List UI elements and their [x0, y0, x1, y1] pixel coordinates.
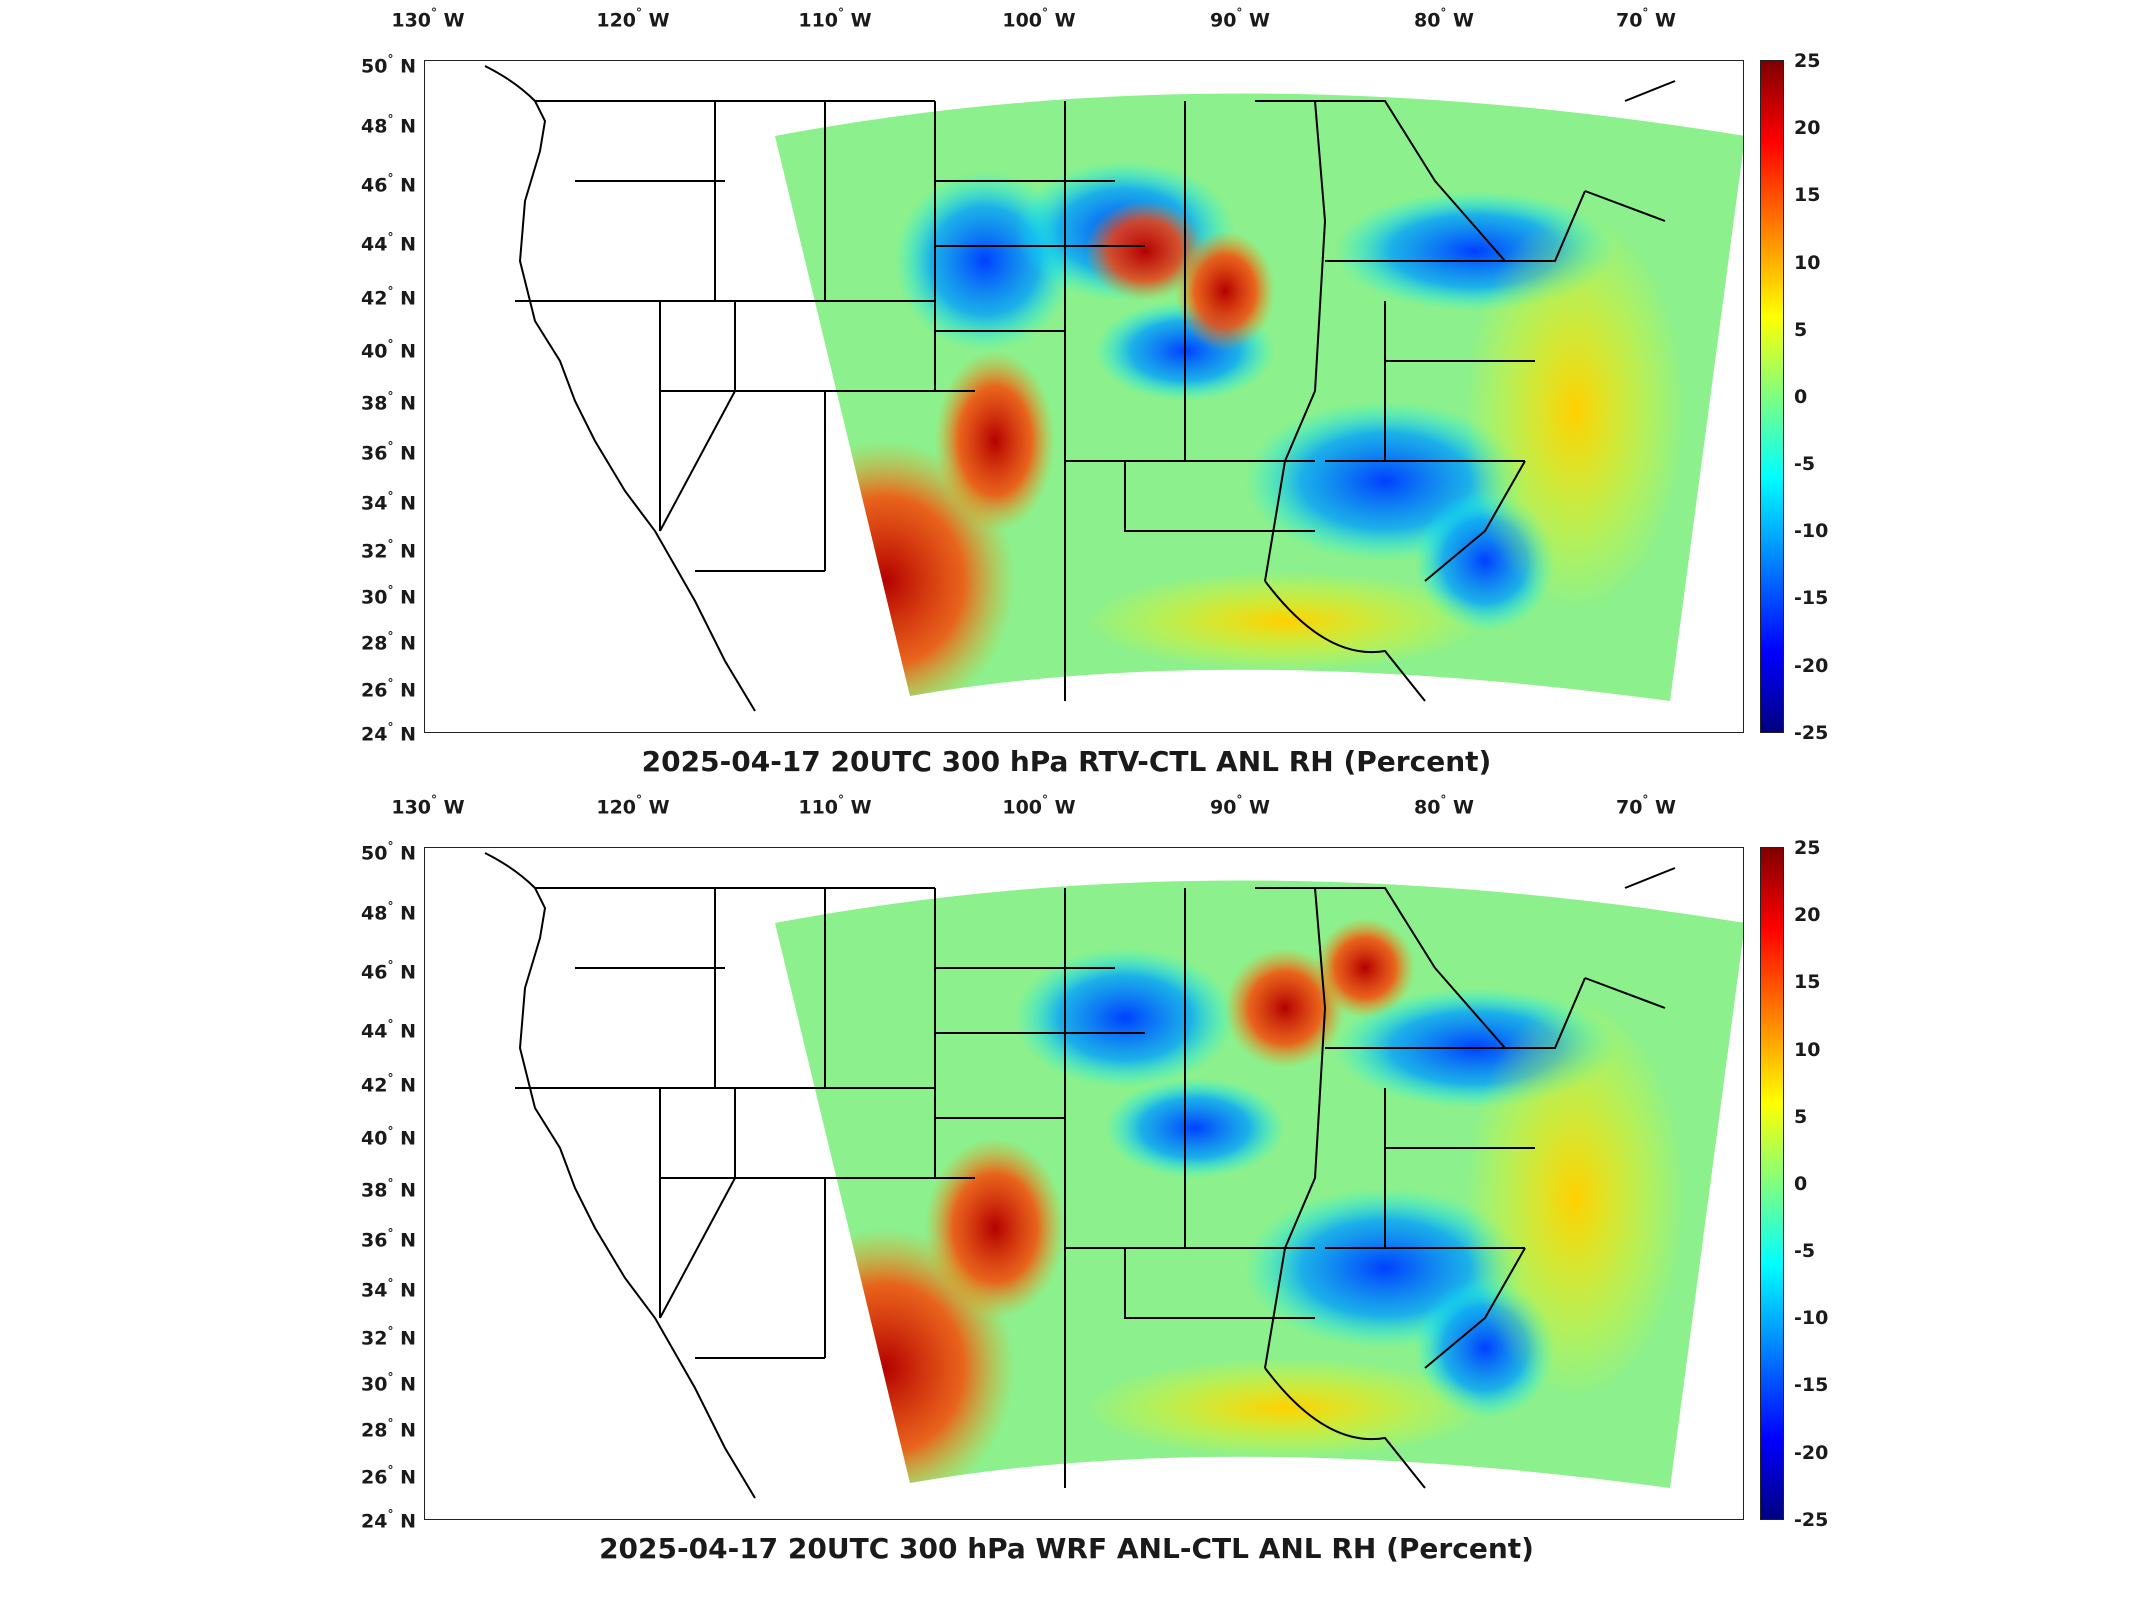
map-title: 2025-04-17 20UTC 300 hPa RTV-CTL ANL RH … [641, 745, 1492, 778]
state-borders [484, 852, 1676, 1499]
lon-label-90w: 90° W [1209, 6, 1271, 32]
cb-tick-neg15: -15 [1794, 587, 1829, 609]
lat-label-42n: 42° N [361, 284, 416, 310]
cb-tick-neg5: -5 [1794, 453, 1816, 475]
rh-difference-map [484, 65, 1743, 712]
lon-label-110w: 110° W [798, 6, 872, 32]
cb-tick-0: 0 [1794, 386, 1808, 408]
lat-label-30n: 30° N [361, 1370, 416, 1396]
cb-tick-neg25: -25 [1794, 1509, 1829, 1531]
lat-label-28n: 28° N [361, 1416, 416, 1442]
cb-tick-25: 25 [1794, 50, 1821, 72]
lat-label-48n: 48° N [361, 112, 416, 138]
lat-label-50n: 50° N [361, 52, 416, 78]
cb-tick-25: 25 [1794, 837, 1821, 859]
lon-label-100w: 100° W [1002, 6, 1076, 32]
lon-label-110w: 110° W [798, 793, 872, 819]
cb-tick-20: 20 [1794, 117, 1821, 139]
cb-tick-15: 15 [1794, 184, 1821, 206]
map-area [424, 60, 1744, 733]
lat-label-38n: 38° N [361, 1176, 416, 1202]
cb-tick-15: 15 [1794, 971, 1821, 993]
lon-label-70w: 70° W [1615, 793, 1677, 819]
lat-label-40n: 40° N [361, 337, 416, 363]
lat-label-30n: 30° N [361, 583, 416, 609]
lat-label-32n: 32° N [361, 1324, 416, 1350]
lon-label-120w: 120° W [596, 793, 670, 819]
lon-label-100w: 100° W [1002, 793, 1076, 819]
cb-tick-20: 20 [1794, 904, 1821, 926]
cb-tick-neg25: -25 [1794, 722, 1829, 744]
lon-label-120w: 120° W [596, 6, 670, 32]
lat-label-32n: 32° N [361, 537, 416, 563]
cb-tick-neg20: -20 [1794, 1442, 1829, 1464]
lat-label-24n: 24° N [361, 1507, 416, 1533]
lat-label-26n: 26° N [361, 676, 416, 702]
lat-label-42n: 42° N [361, 1071, 416, 1097]
lat-label-36n: 36° N [361, 1226, 416, 1252]
state-borders [484, 65, 1676, 712]
lon-label-130w: 130° W [391, 6, 465, 32]
colorbar [1760, 60, 1784, 733]
lon-label-80w: 80° W [1413, 793, 1475, 819]
cb-tick-neg10: -10 [1794, 1307, 1829, 1329]
lon-label-90w: 90° W [1209, 793, 1271, 819]
cb-tick-10: 10 [1794, 252, 1821, 274]
top-map-panel: 130° W 120° W 110° W 100° W 90° W 80° W … [361, 6, 1829, 778]
cb-tick-neg5: -5 [1794, 1240, 1816, 1262]
lon-label-80w: 80° W [1413, 6, 1475, 32]
lon-label-130w: 130° W [391, 793, 465, 819]
rh-difference-map [484, 852, 1743, 1499]
colorbar [1760, 847, 1784, 1520]
rh-field [775, 93, 1743, 701]
lat-label-50n: 50° N [361, 839, 416, 865]
lat-label-34n: 34° N [361, 1276, 416, 1302]
lon-label-70w: 70° W [1615, 6, 1677, 32]
lat-label-36n: 36° N [361, 439, 416, 465]
cb-tick-neg20: -20 [1794, 655, 1829, 677]
lat-label-28n: 28° N [361, 629, 416, 655]
lat-label-40n: 40° N [361, 1124, 416, 1150]
cb-tick-neg15: -15 [1794, 1374, 1829, 1396]
cb-tick-neg10: -10 [1794, 520, 1829, 542]
lat-label-44n: 44° N [361, 1017, 416, 1043]
lat-label-26n: 26° N [361, 1463, 416, 1489]
lat-label-34n: 34° N [361, 489, 416, 515]
lat-label-46n: 46° N [361, 958, 416, 984]
lat-label-44n: 44° N [361, 230, 416, 256]
map-title: 2025-04-17 20UTC 300 hPa WRF ANL-CTL ANL… [599, 1532, 1534, 1565]
cb-tick-10: 10 [1794, 1039, 1821, 1061]
lat-label-46n: 46° N [361, 171, 416, 197]
bottom-map-panel: 130° W 120° W 110° W 100° W 90° W 80° W … [0, 787, 2133, 1587]
rh-field [775, 880, 1743, 1488]
cb-tick-5: 5 [1794, 1106, 1808, 1128]
lat-label-48n: 48° N [361, 899, 416, 925]
cb-tick-5: 5 [1794, 319, 1808, 341]
lat-label-38n: 38° N [361, 389, 416, 415]
cb-tick-0: 0 [1794, 1173, 1808, 1195]
lat-label-24n: 24° N [361, 720, 416, 746]
map-area [424, 847, 1744, 1520]
